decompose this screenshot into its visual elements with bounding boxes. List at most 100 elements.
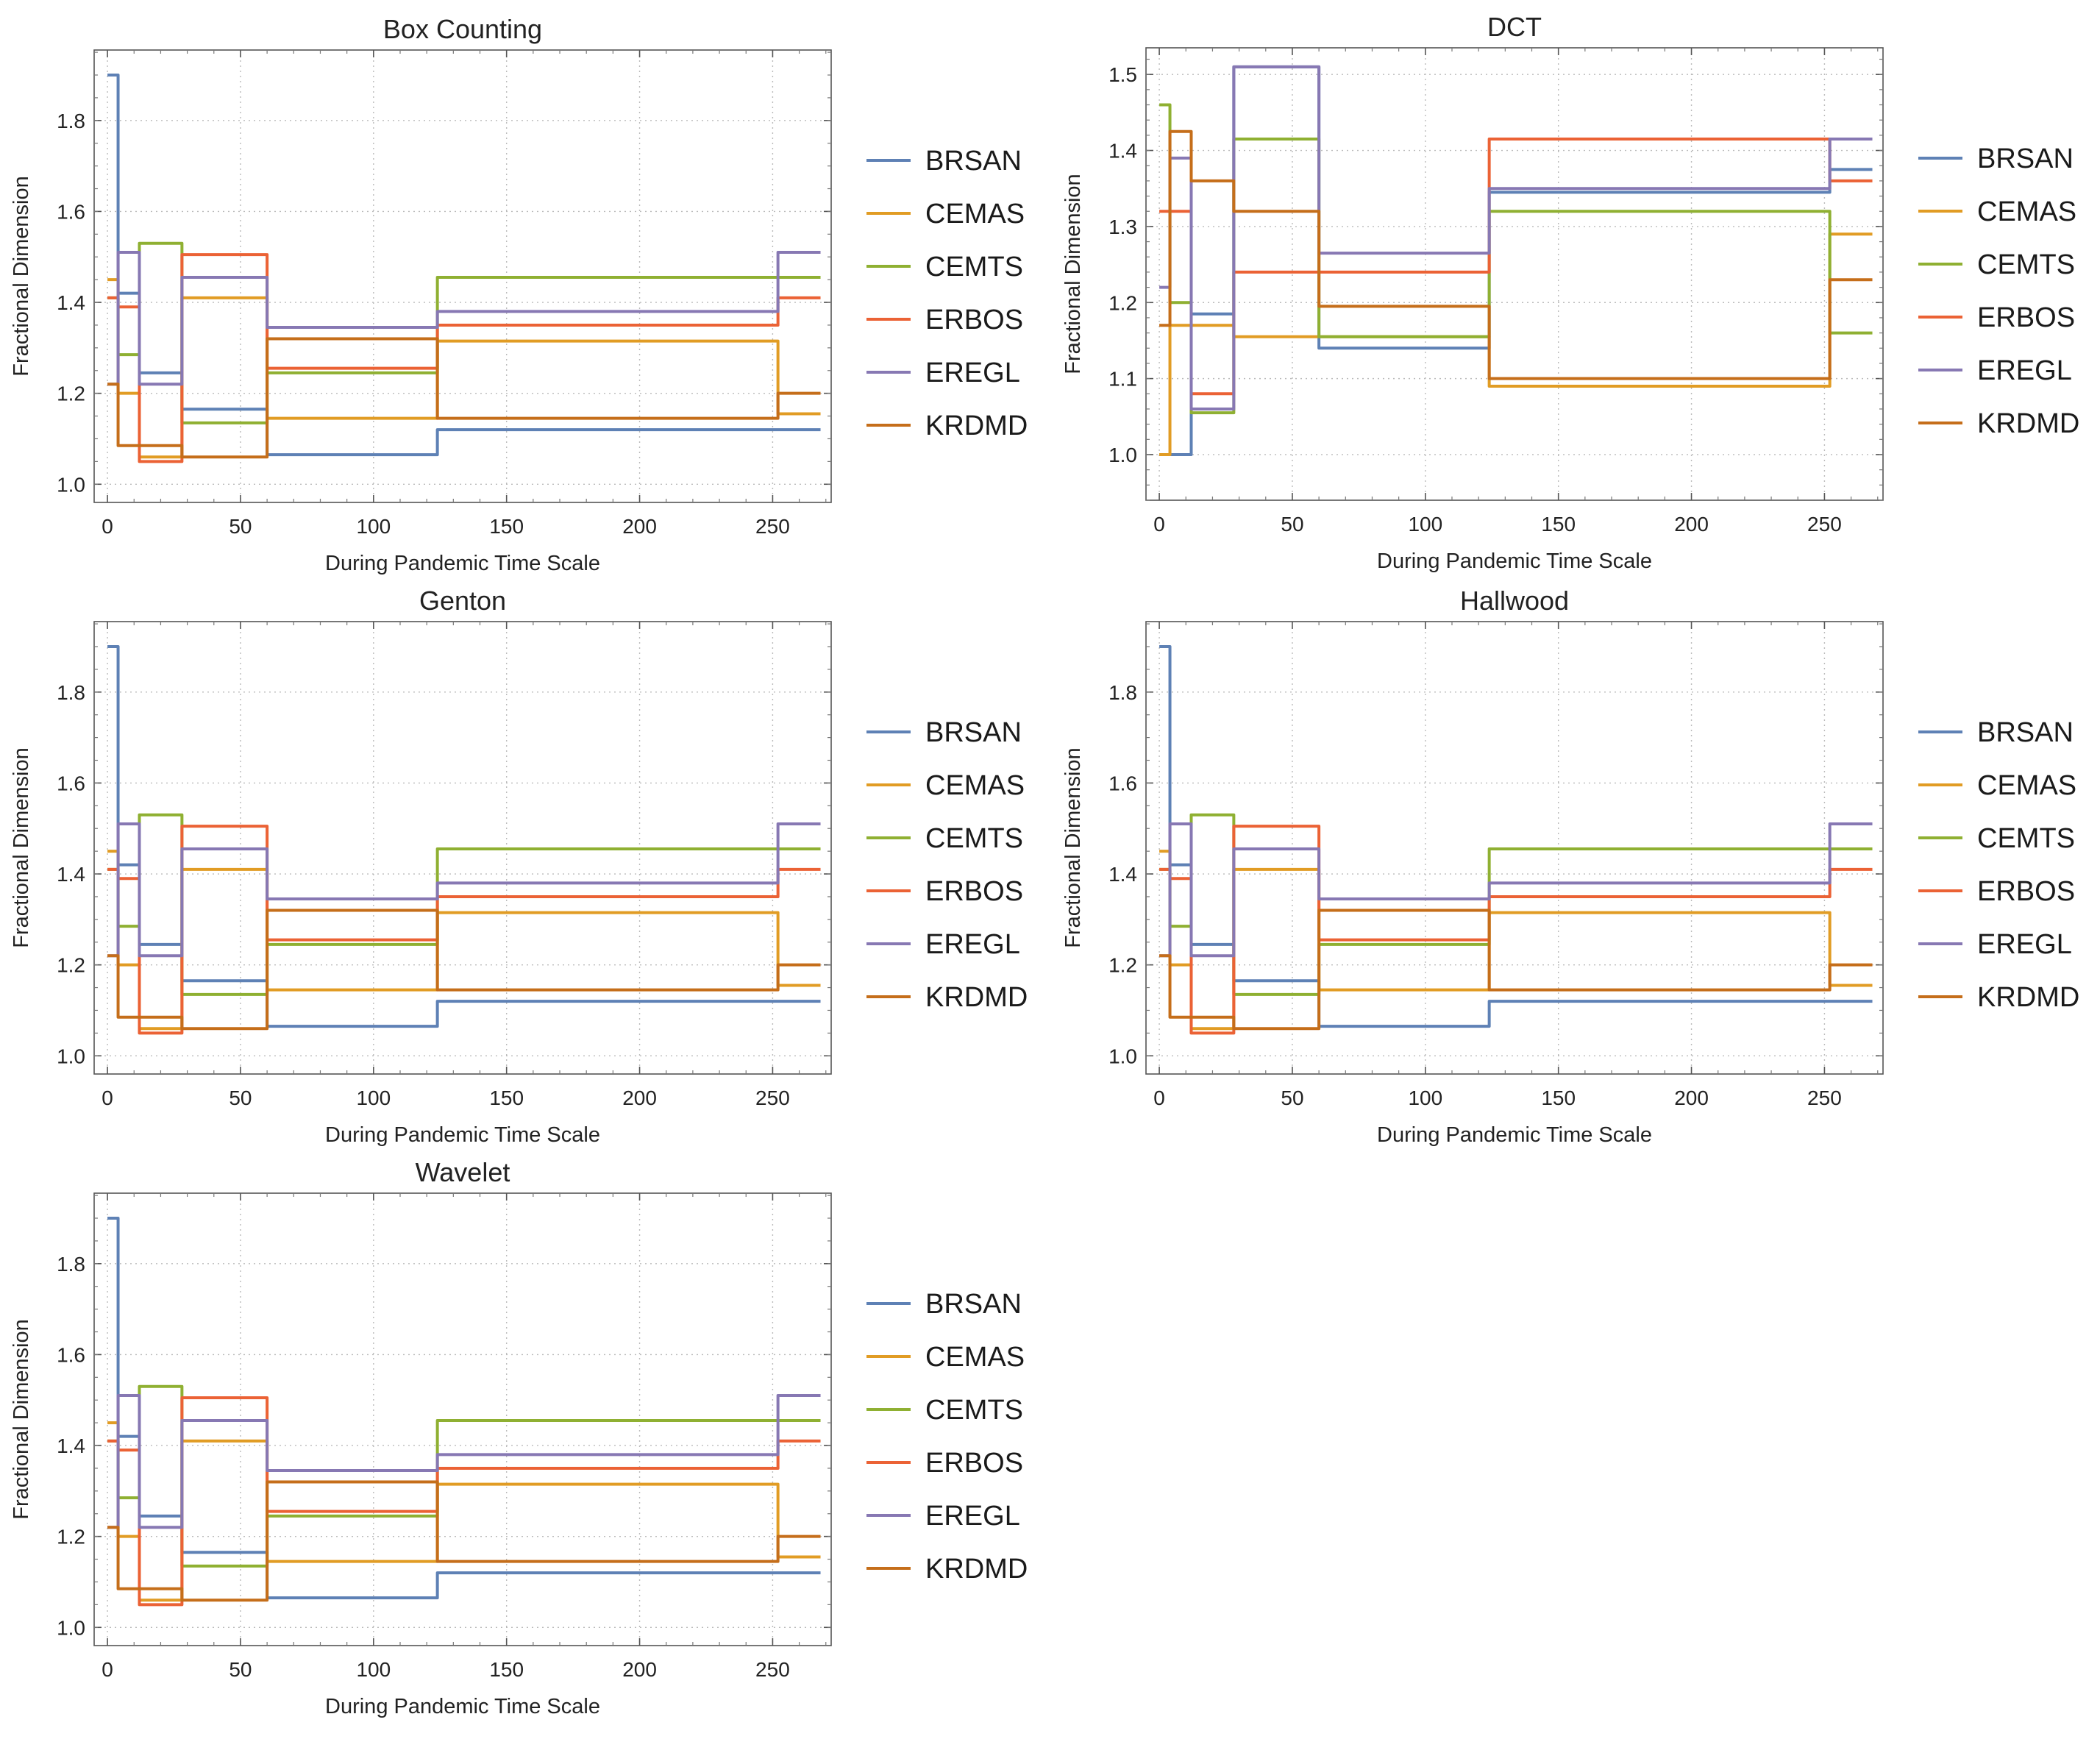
- y-tick-label: 1.0: [57, 473, 85, 496]
- legend-label-krdmd: KRDMD: [925, 410, 1028, 441]
- x-tick-label: 0: [102, 1087, 113, 1109]
- panel-title: Box Counting: [383, 14, 542, 44]
- legend-label-erbos: ERBOS: [1977, 876, 2075, 907]
- x-tick-label: 250: [755, 1658, 790, 1681]
- series-line-krdmd: [107, 908, 821, 1031]
- legend-label-erbos: ERBOS: [925, 305, 1023, 335]
- x-tick-label: 200: [622, 1658, 657, 1681]
- y-tick-label: 1.0: [57, 1616, 85, 1639]
- x-axis-label: During Pandemic Time Scale: [1377, 1123, 1652, 1147]
- legend: BRSAN CEMAS CEMTS ERBOS EREGL KRDMD: [866, 1289, 1028, 1585]
- series-line-eregl: [1159, 65, 1873, 410]
- legend-label-brsan: BRSAN: [925, 146, 1022, 177]
- series-line-brsan: [107, 73, 821, 457]
- panel-wavelet: 0 50 100 150 200 250 1.0 1.2 1.4 1.6 1.8 Wavelet Dur…: [10, 1157, 1028, 1718]
- legend-label-erbos: ERBOS: [1977, 302, 2075, 333]
- panel-title: Wavelet: [416, 1157, 510, 1187]
- legend-label-eregl: EREGL: [1977, 355, 2072, 386]
- series-line-cemts: [1159, 813, 1873, 996]
- y-tick-label: 1.4: [57, 1434, 85, 1457]
- x-tick-label: 150: [489, 1658, 524, 1681]
- series-line-krdmd: [107, 337, 821, 459]
- series-line-cemts: [107, 813, 821, 996]
- y-axis-label: Fractional Dimension: [10, 747, 33, 947]
- legend-label-krdmd: KRDMD: [1977, 982, 2079, 1013]
- y-tick-label: 1.4: [57, 863, 85, 886]
- legend: BRSAN CEMAS CEMTS ERBOS EREGL KRDMD: [1918, 143, 2079, 439]
- panel-hallwood: 0 50 100 150 200 250 1.0 1.2 1.4 1.6 1.8 Hallwood Du…: [1061, 586, 2079, 1147]
- x-tick-label: 200: [622, 515, 657, 538]
- y-tick-label: 1.8: [57, 1253, 85, 1276]
- series-line-krdmd: [1159, 129, 1873, 380]
- y-tick-label: 1.2: [1108, 954, 1137, 977]
- legend-label-krdmd: KRDMD: [925, 1554, 1028, 1585]
- legend-label-brsan: BRSAN: [925, 1289, 1022, 1320]
- x-tick-label: 50: [1281, 513, 1303, 536]
- series-line-eregl: [107, 822, 821, 958]
- series-line-brsan: [107, 1216, 821, 1600]
- legend-label-eregl: EREGL: [1977, 929, 2072, 960]
- legend: BRSAN CEMAS CEMTS ERBOS EREGL KRDMD: [1918, 717, 2079, 1013]
- legend-label-brsan: BRSAN: [1977, 143, 2074, 174]
- y-tick-label: 1.4: [1108, 140, 1137, 163]
- y-axis-label: Fractional Dimension: [10, 176, 33, 376]
- x-tick-label: 150: [1541, 1087, 1576, 1109]
- x-tick-label: 50: [1281, 1087, 1303, 1109]
- legend: BRSAN CEMAS CEMTS ERBOS EREGL KRDMD: [866, 717, 1028, 1013]
- x-tick-label: 50: [229, 515, 252, 538]
- legend-label-eregl: EREGL: [925, 358, 1020, 388]
- legend-label-cemas: CEMAS: [925, 199, 1025, 230]
- panel-title: DCT: [1487, 12, 1542, 42]
- y-tick-label: 1.8: [57, 681, 85, 704]
- x-tick-label: 0: [1153, 513, 1165, 536]
- y-tick-label: 1.6: [1108, 772, 1137, 794]
- y-tick-label: 1.2: [57, 954, 85, 977]
- x-tick-label: 50: [229, 1087, 252, 1109]
- x-tick-label: 200: [622, 1087, 657, 1109]
- y-tick-label: 1.3: [1108, 216, 1137, 238]
- series-line-brsan: [1159, 644, 1873, 1028]
- legend-label-eregl: EREGL: [925, 1501, 1020, 1532]
- y-tick-label: 1.1: [1108, 368, 1137, 391]
- panel-dct: 0 50 100 150 200 250 1.0 1.1 1.2 1.3 1.4 1.5 DCT Duri…: [1061, 12, 2079, 573]
- x-tick-label: 0: [102, 1658, 113, 1681]
- y-tick-label: 1.0: [1108, 444, 1137, 466]
- y-tick-label: 1.6: [57, 200, 85, 223]
- legend-label-cemas: CEMAS: [925, 770, 1025, 801]
- legend-label-brsan: BRSAN: [925, 717, 1022, 748]
- y-tick-label: 1.2: [1108, 291, 1137, 314]
- legend-label-cemas: CEMAS: [1977, 196, 2076, 227]
- x-axis-label: During Pandemic Time Scale: [325, 1123, 600, 1147]
- series-line-cemts: [107, 1384, 821, 1568]
- x-tick-label: 150: [1541, 513, 1576, 536]
- x-tick-label: 150: [489, 515, 524, 538]
- legend-label-cemts: CEMTS: [1977, 249, 2075, 280]
- legend-label-erbos: ERBOS: [925, 1448, 1023, 1479]
- panel-title: Hallwood: [1460, 586, 1569, 616]
- series-line-eregl: [107, 251, 821, 386]
- x-tick-label: 100: [1408, 513, 1442, 536]
- legend: BRSAN CEMAS CEMTS ERBOS EREGL KRDMD: [866, 146, 1028, 441]
- x-tick-label: 100: [356, 515, 391, 538]
- x-tick-label: 250: [755, 515, 790, 538]
- x-tick-label: 100: [356, 1658, 391, 1681]
- legend-label-cemts: CEMTS: [925, 1395, 1023, 1426]
- legend-label-cemts: CEMTS: [1977, 823, 2075, 854]
- series-line-cemts: [107, 241, 821, 424]
- x-axis-label: During Pandemic Time Scale: [1377, 550, 1652, 573]
- x-tick-label: 100: [1408, 1087, 1442, 1109]
- x-axis-label: During Pandemic Time Scale: [325, 1695, 600, 1718]
- x-tick-label: 150: [489, 1087, 524, 1109]
- y-tick-label: 1.8: [57, 110, 85, 132]
- y-tick-label: 1.4: [1108, 863, 1137, 886]
- legend-label-krdmd: KRDMD: [925, 982, 1028, 1013]
- y-tick-label: 1.8: [1108, 681, 1137, 704]
- x-axis-label: During Pandemic Time Scale: [325, 552, 600, 575]
- legend-label-cemts: CEMTS: [925, 252, 1023, 282]
- legend-label-cemts: CEMTS: [925, 823, 1023, 854]
- x-tick-label: 250: [1807, 1087, 1842, 1109]
- y-tick-label: 1.5: [1108, 63, 1137, 86]
- x-tick-label: 100: [356, 1087, 391, 1109]
- y-tick-label: 1.0: [57, 1045, 85, 1067]
- legend-label-cemas: CEMAS: [1977, 770, 2076, 801]
